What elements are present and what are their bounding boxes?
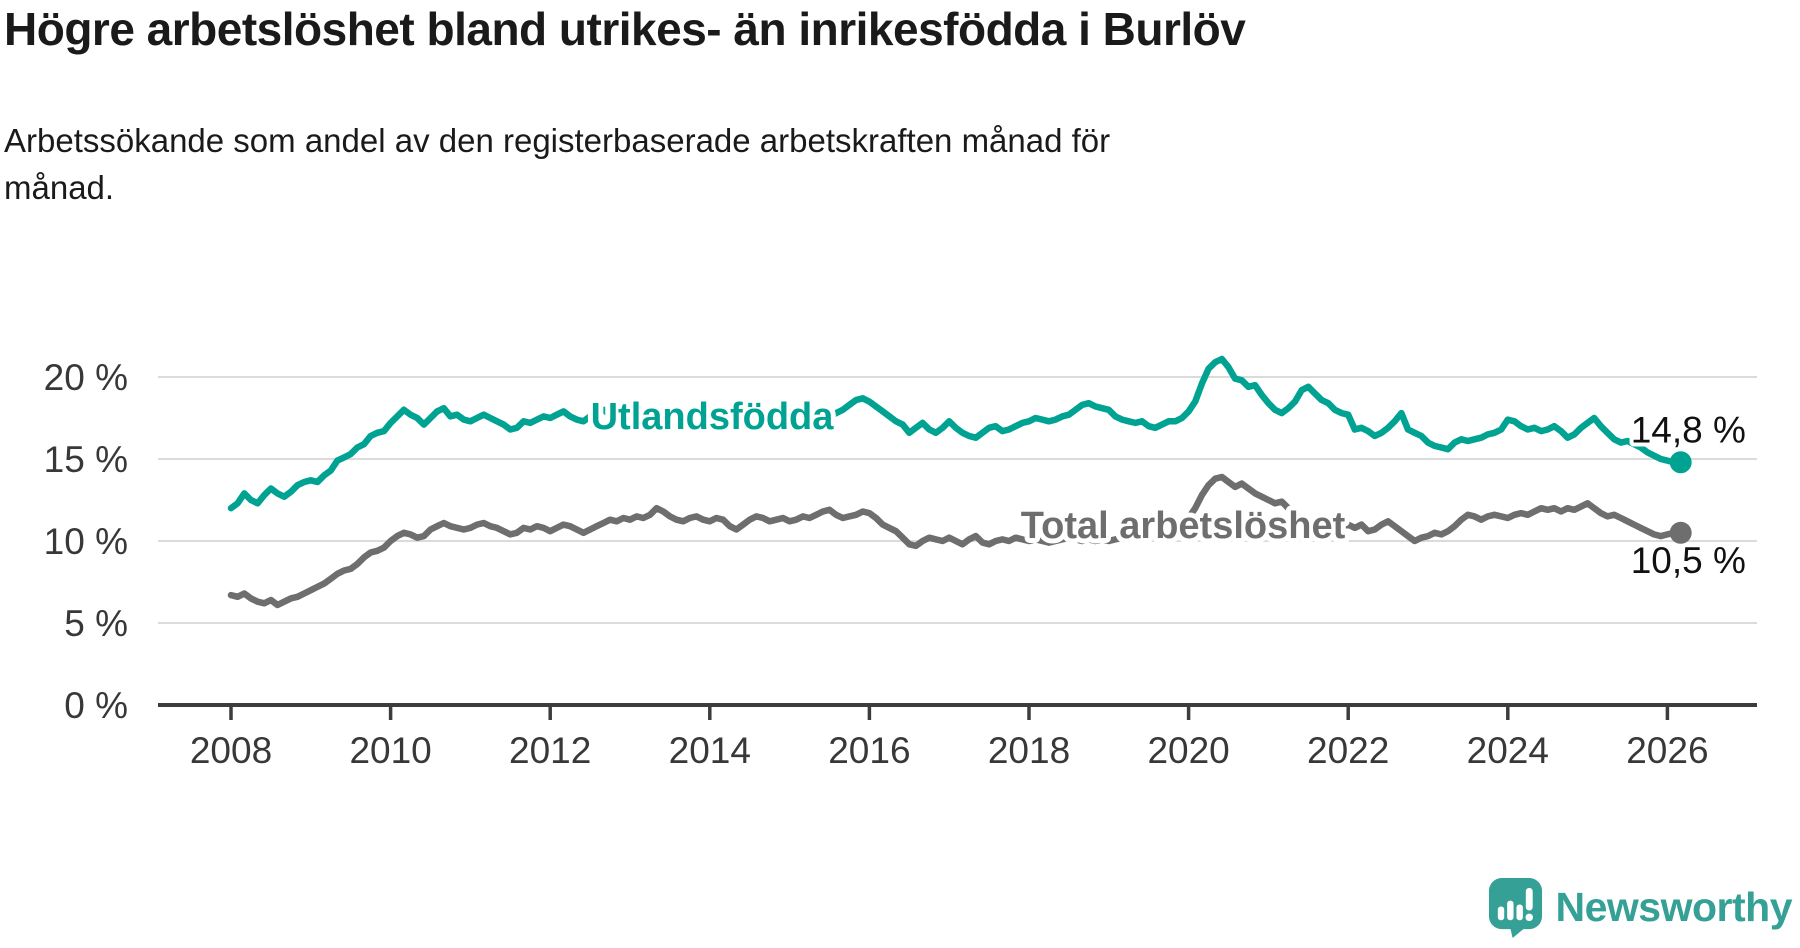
x-axis-tick-label: 2008 — [190, 730, 272, 771]
y-axis-tick-label: 0 % — [64, 685, 128, 726]
newsworthy-bubble-chart-icon — [1488, 878, 1542, 938]
x-axis-tick-label: 2024 — [1467, 730, 1549, 771]
page-title: Högre arbetslöshet bland utrikes- än inr… — [4, 3, 1246, 55]
series-line-total — [227, 473, 1684, 609]
series-label: Total arbetslöshet — [1021, 505, 1346, 547]
x-axis-tick-label: 2012 — [509, 730, 591, 771]
series-end-value-label: 10,5 % — [1631, 540, 1746, 581]
newsworthy-logo: Newsworthy — [1488, 877, 1793, 938]
series-line-utlandsfodda — [227, 355, 1684, 512]
series-end-dot — [1669, 521, 1692, 544]
y-axis-tick-label: 15 % — [44, 439, 128, 480]
x-axis-tick-label: 2014 — [669, 730, 751, 771]
newsworthy-wordmark: Newsworthy — [1555, 884, 1793, 930]
y-axis-tick-label: 5 % — [64, 603, 128, 644]
y-axis-tick-label: 20 % — [44, 357, 128, 398]
x-axis-tick-label: 2026 — [1626, 730, 1708, 771]
chart-subtitle-line: månad. — [4, 168, 115, 206]
x-axis-tick-label: 2018 — [988, 730, 1070, 771]
x-axis-tick-label: 2010 — [349, 730, 431, 771]
series-end-value-label: 14,8 % — [1631, 409, 1746, 450]
x-axis-tick-label: 2016 — [828, 730, 910, 771]
x-axis-tick-label: 2022 — [1307, 730, 1389, 771]
chart-subtitle: Arbetssökande som andel av den registerb… — [4, 118, 1110, 212]
y-axis-tick-label: 10 % — [44, 521, 128, 562]
chart-subtitle-line: Arbetssökande som andel av den registerb… — [4, 122, 1111, 159]
series-end-dot — [1669, 451, 1692, 474]
x-axis-tick-label: 2020 — [1147, 730, 1229, 771]
series-label: Utlandsfödda — [591, 396, 835, 438]
